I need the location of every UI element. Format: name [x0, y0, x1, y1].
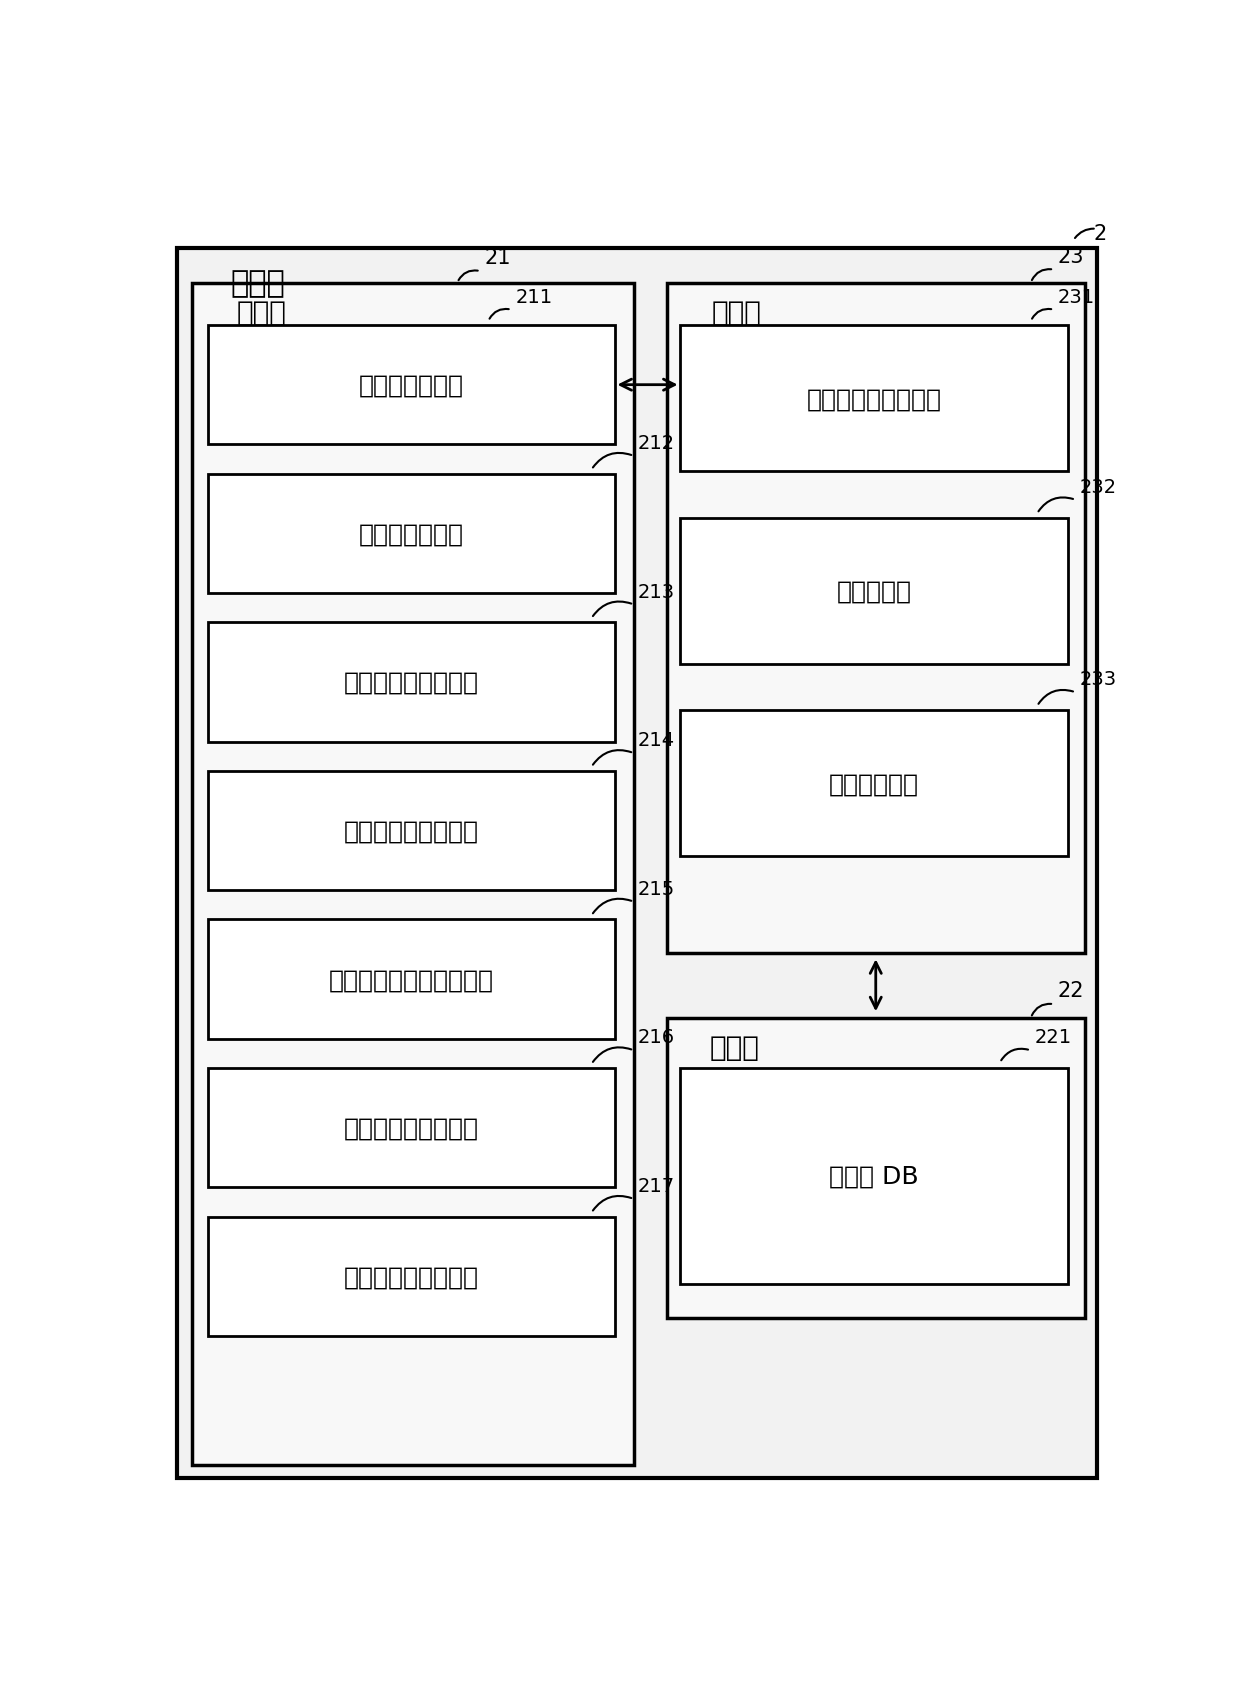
Text: 出场人决定部: 出场人决定部 — [830, 772, 919, 796]
Bar — [207, 1069, 615, 1187]
Text: 到达通知信号接收部: 到达通知信号接收部 — [343, 1116, 479, 1140]
Text: 23: 23 — [1058, 247, 1084, 267]
Text: 213: 213 — [637, 583, 675, 601]
Text: 233: 233 — [1080, 671, 1117, 689]
Bar — [207, 772, 615, 890]
Text: 214: 214 — [637, 731, 675, 750]
Bar — [207, 326, 615, 446]
Bar — [207, 475, 615, 593]
Text: 21: 21 — [485, 248, 511, 269]
Text: 服务器: 服务器 — [231, 269, 285, 297]
Text: 安全与否确认判断部: 安全与否确认判断部 — [807, 387, 941, 410]
Bar — [681, 519, 1068, 664]
Bar — [192, 284, 634, 1464]
Bar — [667, 284, 1085, 953]
Text: 可以出场信号接收部: 可以出场信号接收部 — [343, 671, 479, 694]
Text: 2: 2 — [1094, 225, 1107, 245]
Text: 212: 212 — [637, 434, 675, 453]
Text: 211: 211 — [516, 287, 553, 307]
Bar — [207, 623, 615, 741]
Text: 控制部: 控制部 — [712, 299, 761, 326]
Text: 217: 217 — [637, 1177, 675, 1196]
Text: 231: 231 — [1058, 287, 1095, 307]
Text: 联系方式信息发送部: 联系方式信息发送部 — [343, 1265, 479, 1289]
Bar — [681, 1069, 1068, 1284]
Text: 紧急信号发送部: 紧急信号发送部 — [358, 522, 464, 546]
Bar — [681, 326, 1068, 471]
Bar — [207, 1218, 615, 1336]
Text: 22: 22 — [1058, 981, 1084, 1000]
Bar — [667, 1018, 1085, 1319]
Text: 生体信息接收部: 生体信息接收部 — [358, 373, 464, 397]
Bar — [207, 921, 615, 1039]
Text: 232: 232 — [1080, 478, 1117, 497]
Text: 221: 221 — [1034, 1029, 1071, 1047]
Text: 215: 215 — [637, 880, 675, 899]
Text: 存储部: 存储部 — [709, 1034, 760, 1062]
Text: 通信部: 通信部 — [237, 299, 286, 326]
Text: 紧急通报部: 紧急通报部 — [837, 579, 911, 603]
Bar — [681, 711, 1068, 856]
Text: 密码发行委托信号发送部: 密码发行委托信号发送部 — [329, 968, 494, 991]
Text: 216: 216 — [637, 1029, 675, 1047]
Text: 决定通知信号发送部: 决定通知信号发送部 — [343, 819, 479, 843]
Text: 登记人 DB: 登记人 DB — [830, 1164, 919, 1187]
